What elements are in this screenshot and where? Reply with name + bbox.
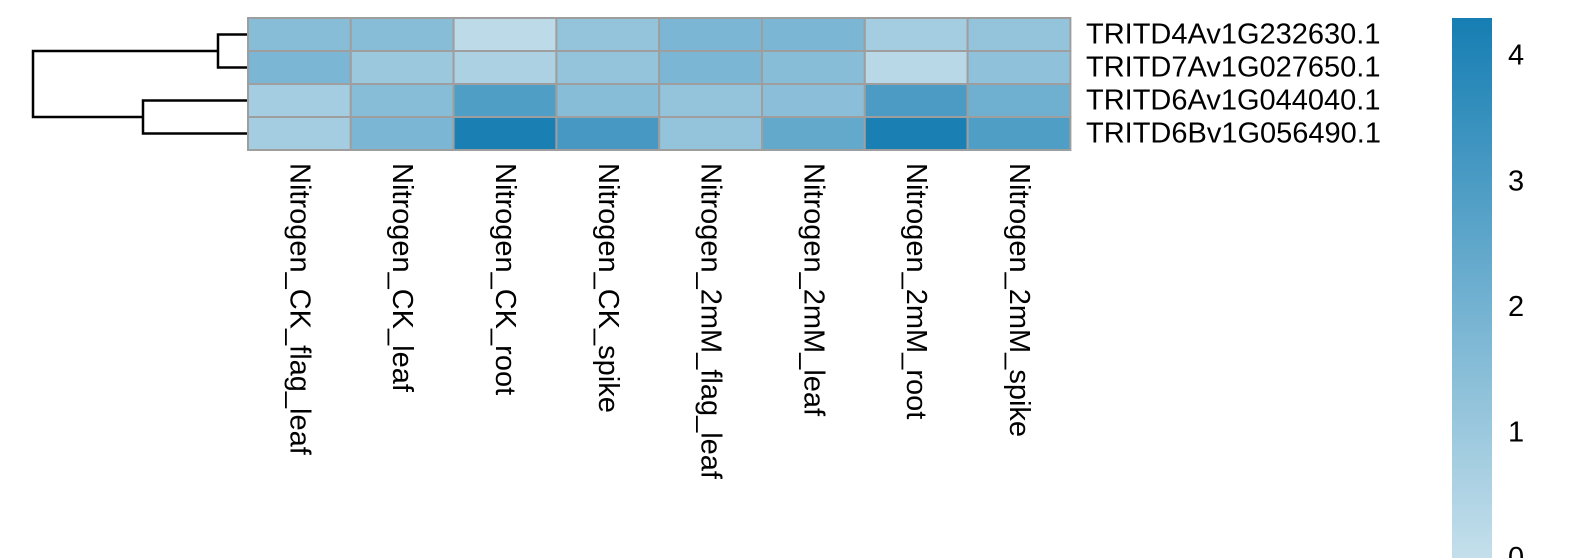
heatmap-cell [761,50,866,85]
column-label: Nitrogen_CK_flag_leaf [283,163,315,456]
heatmap-cell [555,83,661,118]
column-label: Nitrogen_CK_leaf [386,163,418,393]
heatmap-cell [452,17,558,52]
heatmap-cell [966,50,1072,85]
heatmap-cell [349,116,455,151]
heatmap-cell [863,116,969,151]
heatmap-cell [761,83,866,118]
heatmap-cell [555,17,661,52]
heatmap-cell [247,17,352,52]
heatmap-cell [349,50,455,85]
heatmap-cell [863,17,969,52]
heatmap-cell [863,83,969,118]
heatmap-cell [966,17,1072,52]
heatmap-cells [247,17,1072,151]
heatmap-cell [247,83,352,118]
colorbar-tick-label: 4 [1508,40,1524,72]
heatmap-cell [349,83,455,118]
colorbar-tick-label: 3 [1508,165,1524,197]
heatmap-cell [966,83,1072,118]
colorbar-gradient [1452,18,1492,558]
heatmap-cell [247,50,352,85]
dendrogram-branch [216,33,247,69]
heatmap-cell [966,116,1072,151]
heatmap-cell [863,50,969,85]
colorbar-tick-label: 1 [1508,416,1524,448]
row-label: TRITD6Bv1G056490.1 [1086,118,1381,150]
row-labels: TRITD4Av1G232630.1TRITD7Av1G027650.1TRIT… [1086,19,1381,150]
dendrogram-root [31,49,218,119]
heatmap-cell [658,50,764,85]
heatmap-cell [658,83,764,118]
heatmap-cell [761,116,866,151]
row-label: TRITD4Av1G232630.1 [1086,19,1380,51]
heatmap-cell [452,116,558,151]
colorbar-tick-label: 2 [1508,291,1524,323]
column-label: Nitrogen_CK_spike [592,163,624,413]
heatmap-cell [452,83,558,118]
column-label: Nitrogen_2mM_leaf [797,163,829,417]
row-dendrogram [31,33,247,135]
heatmap-cell [452,50,558,85]
heatmap-cell [658,17,764,52]
column-label: Nitrogen_2mM_root [900,163,932,419]
heatmap-cell [761,17,866,52]
heatmap-cell [658,116,764,151]
column-labels: Nitrogen_CK_flag_leaf Nitrogen_CK_leaf Nit… [283,163,1035,480]
row-label: TRITD6Av1G044040.1 [1086,85,1380,117]
colorbar: 0 1 2 3 4 [1452,18,1524,558]
heatmap-cell [349,17,455,52]
heatmap-cell [247,116,352,151]
heatmap-cell [555,50,661,85]
column-label: Nitrogen_CK_root [489,163,521,395]
column-label: Nitrogen_2mM_flag_leaf [695,163,727,480]
colorbar-ticks: 0 1 2 3 4 [1508,40,1524,558]
heatmap-cell [555,116,661,151]
row-label: TRITD7Av1G027650.1 [1086,52,1380,84]
dendrogram-branch [141,99,247,135]
colorbar-tick-label: 0 [1508,542,1524,558]
column-label: Nitrogen_2mM_spike [1003,163,1035,437]
